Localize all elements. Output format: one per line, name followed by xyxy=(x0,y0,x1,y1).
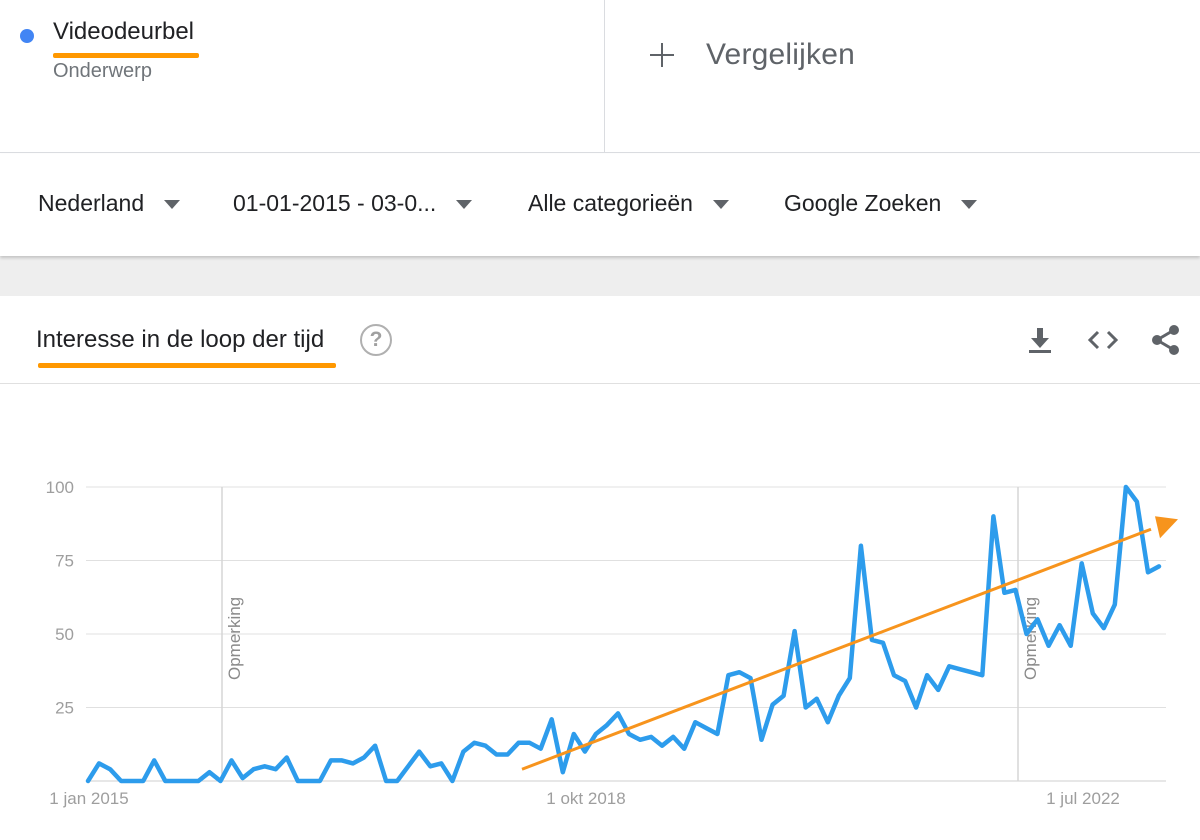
x-tick-label: 1 okt 2018 xyxy=(546,789,625,808)
category-value: Alle categorieën xyxy=(528,190,693,216)
date-range-value: 01-01-2015 - 03-0... xyxy=(233,190,437,216)
embed-icon[interactable] xyxy=(1085,322,1121,358)
term-highlight-underline xyxy=(53,53,199,58)
interest-over-time-card: Interesse in de loop der tijd ? xyxy=(0,296,1200,840)
chevron-down-icon xyxy=(961,200,978,209)
series-line-videodeurbel xyxy=(85,484,1162,784)
compare-button[interactable]: Vergelijken xyxy=(640,0,855,110)
x-tick-label: 1 jul 2022 xyxy=(1046,789,1120,808)
y-tick-label: 50 xyxy=(55,625,74,644)
chevron-down-icon xyxy=(456,200,473,209)
share-icon[interactable] xyxy=(1148,322,1184,358)
title-highlight-underline xyxy=(38,363,336,368)
trend-arrow-line xyxy=(521,527,1152,771)
interest-line-chart: Opmerking Opmerking 100 75 50 25 1 jan 2015 1 … xyxy=(46,478,1178,808)
y-tick-label: 75 xyxy=(55,552,74,571)
card-title: Interesse in de loop der tijd xyxy=(36,326,325,353)
search-type-dropdown[interactable]: Google Zoeken xyxy=(784,190,978,217)
help-icon[interactable]: ? xyxy=(360,324,392,356)
download-icon[interactable] xyxy=(1022,322,1058,358)
search-type-value: Google Zoeken xyxy=(784,190,942,216)
date-range-dropdown[interactable]: 01-01-2015 - 03-0... xyxy=(233,190,473,217)
plus-icon xyxy=(650,43,674,67)
section-divider xyxy=(0,256,1200,296)
search-term-name[interactable]: Videodeurbel xyxy=(53,18,195,45)
chevron-down-icon xyxy=(712,200,729,209)
y-tick-label: 25 xyxy=(55,699,74,718)
note-label: Opmerking xyxy=(225,597,244,680)
compare-label: Vergelijken xyxy=(706,38,855,71)
note-label: Opmerking xyxy=(1021,597,1040,680)
chevron-down-icon xyxy=(164,200,181,209)
comparison-bar: Videodeurbel Onderwerp Vergelijken xyxy=(0,0,1200,153)
y-tick-label: 100 xyxy=(46,478,74,497)
card-header: Interesse in de loop der tijd ? xyxy=(0,296,1200,384)
category-dropdown[interactable]: Alle categorieën xyxy=(528,190,729,217)
x-tick-label: 1 jan 2015 xyxy=(49,789,128,808)
trend-arrow-head xyxy=(1155,516,1178,539)
search-term-card[interactable]: Videodeurbel Onderwerp xyxy=(0,0,605,153)
search-term-type: Onderwerp xyxy=(53,60,152,82)
filter-bar: Nederland 01-01-2015 - 03-0... Alle cate… xyxy=(0,154,1200,256)
region-dropdown[interactable]: Nederland xyxy=(38,190,181,217)
series-color-dot xyxy=(20,29,34,43)
region-value: Nederland xyxy=(38,190,145,216)
